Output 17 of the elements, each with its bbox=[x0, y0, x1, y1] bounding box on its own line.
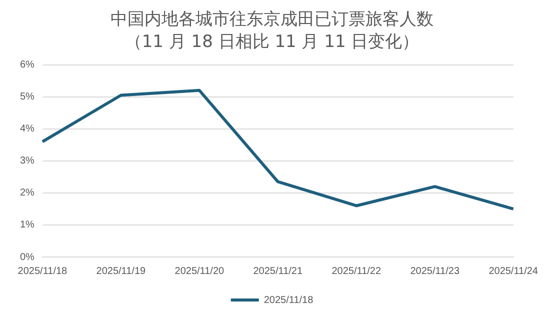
x-tick-label: 2025/11/21 bbox=[253, 266, 303, 277]
chart-subtitle: （11 月 18 日相比 11 月 11 日变化） bbox=[124, 32, 420, 52]
x-tick-label: 2025/11/24 bbox=[488, 266, 538, 277]
x-tick-label: 2025/11/23 bbox=[410, 266, 460, 277]
x-tick-label: 2025/11/22 bbox=[332, 266, 382, 277]
y-tick-label: 6% bbox=[20, 60, 35, 71]
y-tick-label: 1% bbox=[20, 220, 35, 231]
legend-label: 2025/11/18 bbox=[264, 294, 314, 306]
y-tick-label: 3% bbox=[20, 156, 35, 167]
chart-title: 中国内地各城市往东京成田已订票旅客人数 bbox=[110, 10, 434, 30]
x-tick-label: 2025/11/19 bbox=[96, 266, 146, 277]
y-tick-label: 2% bbox=[20, 188, 35, 199]
x-tick-label: 2025/11/18 bbox=[18, 266, 68, 277]
y-tick-label: 5% bbox=[20, 92, 35, 103]
y-tick-label: 0% bbox=[20, 252, 35, 263]
y-tick-label: 4% bbox=[20, 124, 35, 135]
x-tick-label: 2025/11/20 bbox=[174, 266, 225, 277]
